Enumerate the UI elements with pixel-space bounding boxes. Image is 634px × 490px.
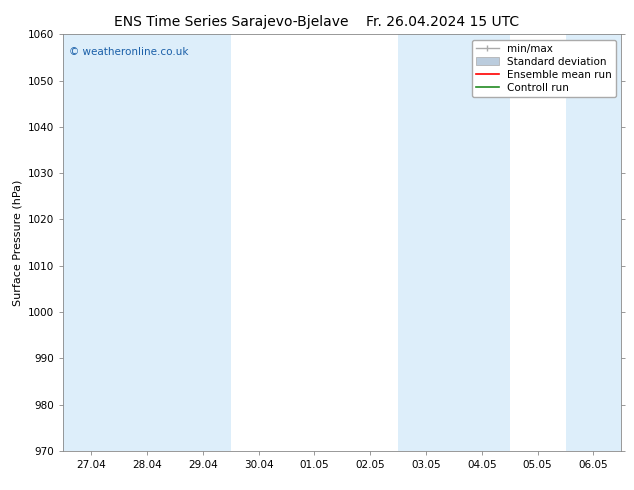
- Text: ENS Time Series Sarajevo-Bjelave    Fr. 26.04.2024 15 UTC: ENS Time Series Sarajevo-Bjelave Fr. 26.…: [115, 15, 519, 29]
- Bar: [175, 34, 231, 451]
- Bar: [454, 34, 510, 451]
- Bar: [119, 34, 175, 451]
- Text: © weatheronline.co.uk: © weatheronline.co.uk: [69, 47, 188, 57]
- Y-axis label: Surface Pressure (hPa): Surface Pressure (hPa): [13, 179, 23, 306]
- Bar: [566, 34, 621, 451]
- Bar: [63, 34, 119, 451]
- Bar: [398, 34, 454, 451]
- Legend: min/max, Standard deviation, Ensemble mean run, Controll run: min/max, Standard deviation, Ensemble me…: [472, 40, 616, 97]
